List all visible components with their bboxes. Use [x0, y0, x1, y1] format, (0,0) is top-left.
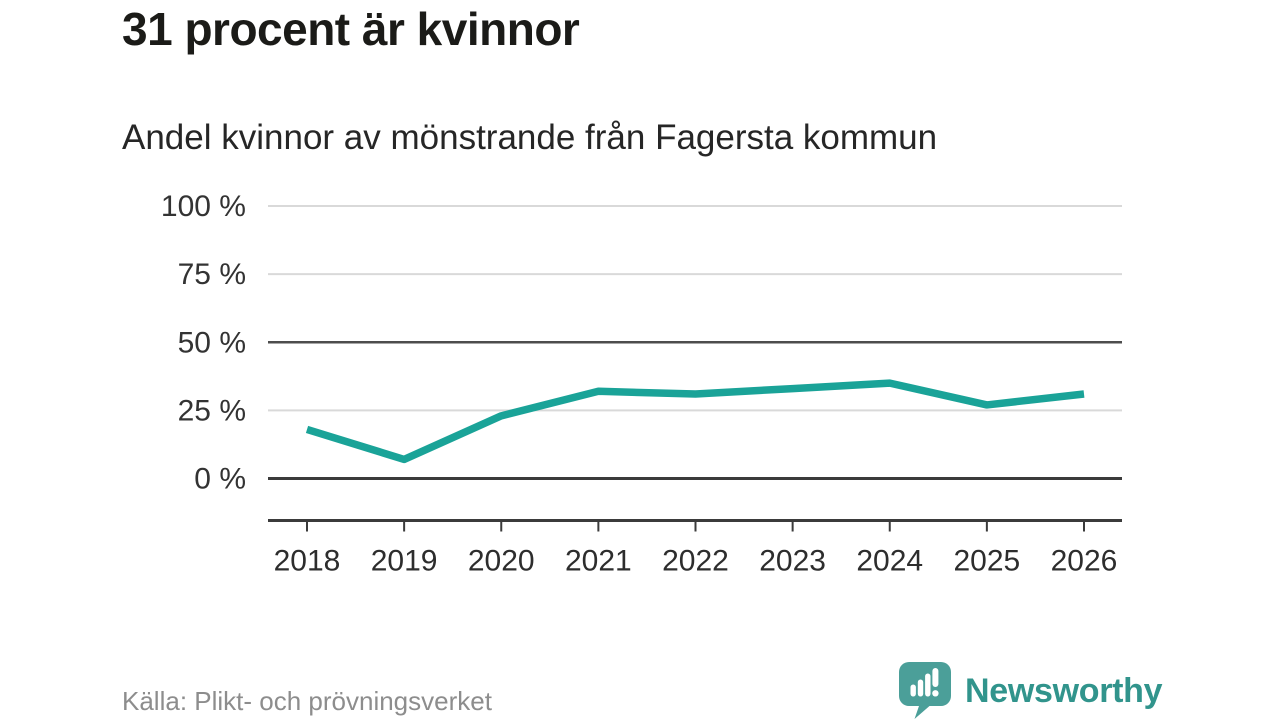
x-axis-label: 2023 [759, 545, 826, 578]
chart-title: 31 procent är kvinnor [122, 3, 580, 55]
x-axis-label: 2026 [1051, 545, 1118, 578]
chart-subtitle: Andel kvinnor av mönstrande från Fagerst… [122, 118, 938, 157]
x-axis-label: 2019 [371, 545, 438, 578]
newsworthy-wordmark: Newsworthy [965, 672, 1163, 710]
x-axis-label: 2024 [856, 545, 923, 578]
y-axis-label: 50 % [178, 326, 246, 359]
source-note: Källa: Plikt- och prövningsverket [122, 686, 492, 716]
x-axis-label: 2022 [662, 545, 729, 578]
newsworthy-logo: Newsworthy [899, 662, 1163, 720]
y-axis-label: 0 % [194, 463, 246, 496]
x-axis-label: 2020 [468, 545, 535, 578]
x-axis-label: 2021 [565, 545, 632, 578]
y-axis-label: 75 % [178, 258, 246, 291]
newsworthy-bubble-chart-icon [899, 662, 951, 719]
data-line-andel-kvinnor [305, 379, 1085, 464]
x-axis-label: 2018 [274, 545, 341, 578]
y-axis-label: 25 % [178, 394, 246, 427]
y-axis-label: 100 % [161, 190, 246, 223]
x-axis-label: 2025 [954, 545, 1021, 578]
